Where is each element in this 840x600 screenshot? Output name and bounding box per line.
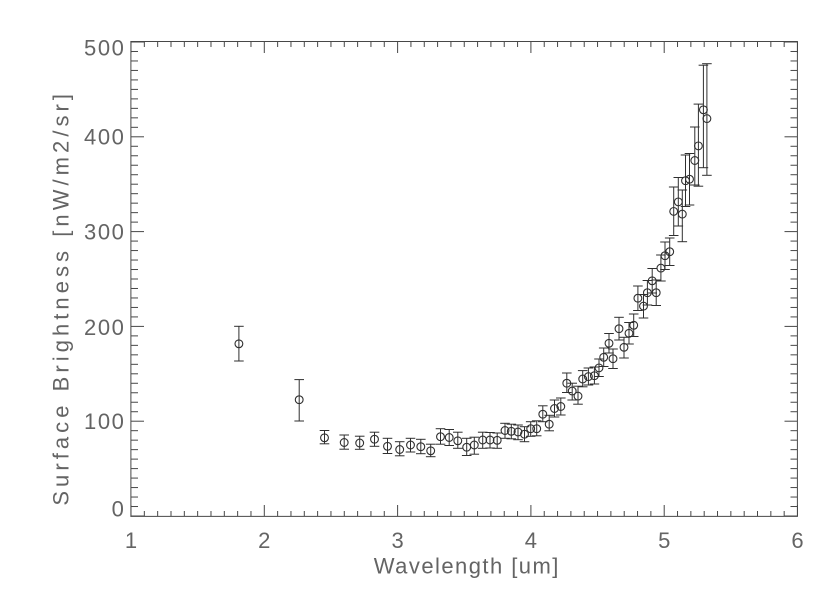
svg-text:1: 1: [125, 528, 137, 553]
svg-text:4: 4: [525, 528, 537, 553]
svg-text:400: 400: [84, 125, 125, 150]
svg-text:500: 500: [84, 36, 125, 61]
svg-text:5: 5: [658, 528, 670, 553]
svg-text:6: 6: [791, 528, 803, 553]
svg-text:300: 300: [84, 220, 125, 245]
svg-text:Surface Brightness [nW/m2/sr]: Surface Brightness [nW/m2/sr]: [48, 90, 73, 506]
svg-text:3: 3: [391, 528, 403, 553]
svg-text:Wavelength [um]: Wavelength [um]: [374, 554, 560, 579]
svg-text:0: 0: [112, 497, 126, 522]
svg-text:100: 100: [84, 409, 125, 434]
svg-text:2: 2: [258, 528, 270, 553]
svg-text:200: 200: [84, 315, 125, 340]
